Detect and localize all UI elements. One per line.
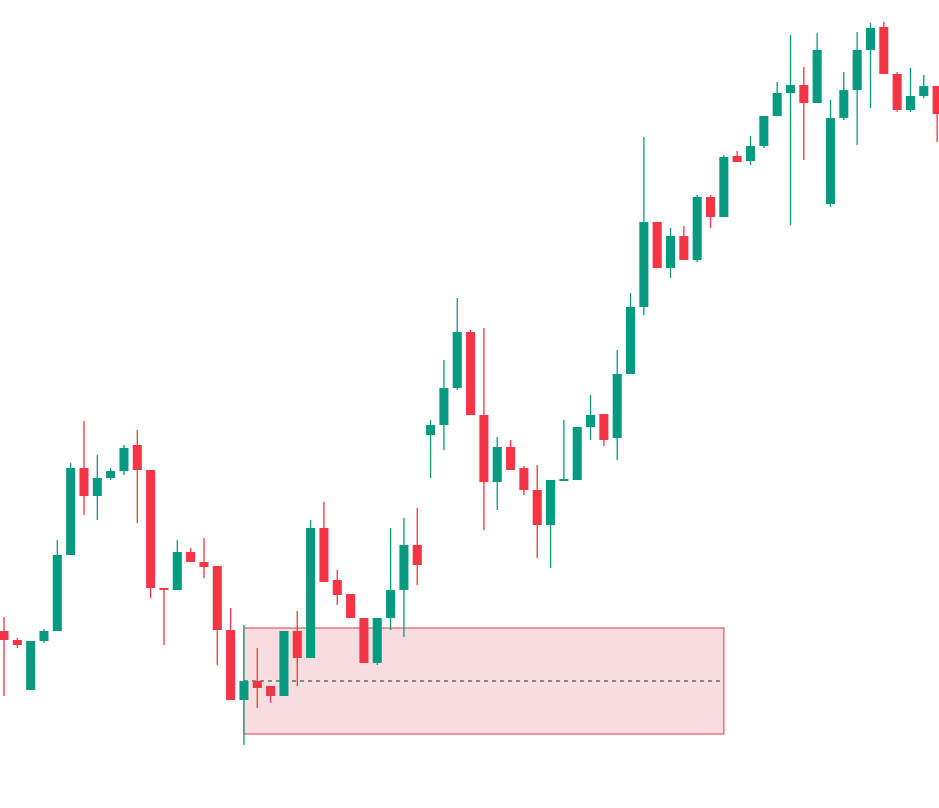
- candle-body: [599, 414, 609, 440]
- candle-body: [852, 50, 862, 90]
- candle-body: [839, 90, 849, 118]
- candle-body: [665, 236, 676, 268]
- candle-body: [386, 590, 396, 618]
- candle-body: [452, 332, 462, 388]
- candle-body: [12, 640, 22, 645]
- candle-body: [106, 471, 116, 478]
- candle-body: [532, 490, 542, 525]
- candle-body: [159, 588, 169, 590]
- candle-body: [745, 146, 756, 161]
- candle-body: [186, 552, 196, 562]
- candle-body: [559, 479, 569, 481]
- candle-body: [146, 470, 156, 588]
- candle-body: [412, 545, 422, 565]
- candle-body: [66, 468, 76, 555]
- candle-body: [39, 631, 49, 641]
- candle-body: [825, 118, 836, 204]
- candle-body: [692, 197, 702, 260]
- candle-body: [226, 630, 236, 700]
- candle-body: [932, 86, 939, 114]
- candle-body: [652, 222, 662, 268]
- candle-body: [892, 74, 902, 110]
- candle-body: [466, 332, 476, 415]
- zone-box: [243, 627, 725, 735]
- candle-body: [132, 445, 142, 470]
- candle-body: [92, 478, 102, 496]
- candle-body: [679, 236, 689, 260]
- candle-body: [732, 156, 742, 162]
- candle-body: [306, 528, 316, 658]
- candle-body: [292, 631, 302, 658]
- candle-body: [572, 427, 582, 480]
- candle-body: [586, 415, 596, 427]
- candle-body: [639, 222, 649, 307]
- candle-body: [705, 197, 716, 217]
- candle-body: [492, 447, 502, 482]
- candle-body: [346, 594, 356, 618]
- candle-body: [0, 631, 9, 640]
- candle-body: [52, 555, 62, 631]
- candle-body: [359, 618, 369, 663]
- candle-body: [546, 480, 556, 525]
- candle-body: [372, 618, 382, 663]
- candle-body: [439, 388, 449, 425]
- candle-body: [759, 116, 769, 146]
- candle-body: [506, 447, 516, 470]
- candle-body: [799, 85, 809, 103]
- candle-body: [79, 468, 89, 496]
- candle-body: [519, 468, 529, 490]
- candle-body: [212, 566, 222, 630]
- candle-body: [426, 425, 436, 435]
- candle-body: [332, 580, 342, 595]
- candle-body: [479, 415, 489, 482]
- candle-body: [239, 681, 249, 700]
- candle-body: [172, 552, 182, 590]
- candle-body: [399, 545, 409, 590]
- candle-body: [266, 686, 276, 696]
- candle-body: [785, 85, 796, 93]
- candle-body: [252, 681, 262, 688]
- candle-body: [612, 374, 622, 438]
- candle-body: [279, 631, 289, 696]
- candle-body: [772, 93, 782, 116]
- candle-body: [919, 86, 929, 96]
- candle-body: [812, 50, 822, 103]
- candle-body: [905, 96, 916, 110]
- candle-body: [119, 448, 129, 471]
- candle-body: [26, 641, 36, 690]
- candle-body: [879, 27, 889, 74]
- candle-body: [319, 528, 329, 582]
- candle-body: [719, 157, 729, 217]
- candle-body: [865, 28, 876, 50]
- candle-body: [199, 562, 209, 567]
- candle-body: [626, 307, 636, 374]
